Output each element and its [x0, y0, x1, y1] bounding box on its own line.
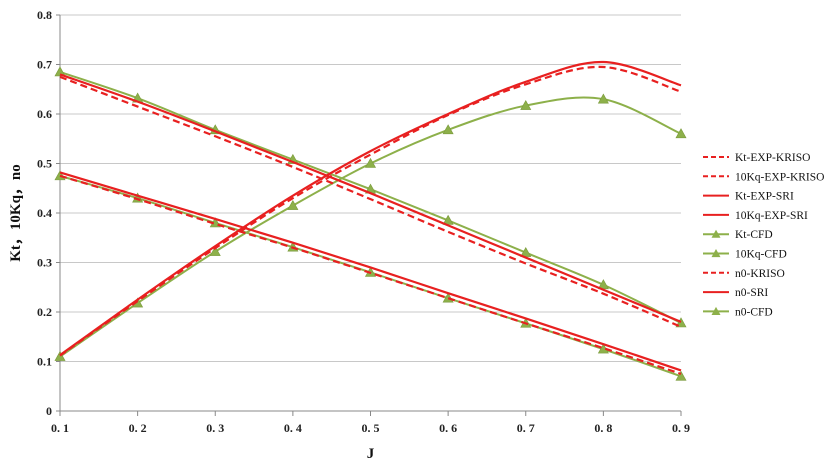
x-tick-label: 0. 2 — [129, 421, 147, 435]
legend-item-n0-cfd: n0-CFD — [703, 306, 773, 318]
series-10kq-exp-kriso — [59, 75, 682, 328]
x-tick-label: 0. 4 — [284, 421, 302, 435]
x-tick-label: 0. 7 — [517, 421, 535, 435]
series-kt-exp-sri — [59, 171, 682, 372]
y-tick-label: 0.6 — [37, 107, 52, 121]
y-tick-label: 0.5 — [37, 157, 52, 171]
data-point-n0-cfd — [54, 350, 66, 361]
legend-label-n0-sri: n0-SRI — [735, 287, 768, 299]
x-tick-label: 0. 9 — [672, 421, 690, 435]
x-tick-label: 0. 6 — [439, 421, 457, 435]
legend-item-n0-kriso: n0-KRISO — [703, 268, 785, 280]
y-tick-label: 0.1 — [37, 355, 52, 369]
data-point-n0-cfd — [597, 93, 609, 104]
y-tick-label: 0.7 — [37, 58, 52, 72]
x-tick-label: 0. 3 — [206, 421, 224, 435]
legend-label-10kq-exp-sri: 10Kq-EXP-SRI — [735, 210, 808, 222]
legend-item-n0-sri: n0-SRI — [703, 287, 768, 299]
y-tick-label: 0.2 — [37, 305, 52, 319]
series-line-kt-exp-sri — [59, 171, 682, 372]
legend-item-kt-exp-sri: Kt-EXP-SRI — [703, 191, 794, 203]
legend-label-10kq-cfd: 10Kq-CFD — [735, 249, 787, 261]
data-point-n0-cfd — [520, 99, 532, 110]
y-tick-label: 0.4 — [37, 206, 52, 220]
legend-label-kt-exp-sri: Kt-EXP-SRI — [735, 191, 794, 203]
series-layer — [54, 60, 687, 381]
legend: Kt-EXP-KRISO 10Kq-EXP-KRISO Kt-EXP-SRI 10Kq… — [703, 152, 824, 318]
grid-lines — [60, 14, 681, 412]
series-10kq-cfd — [54, 66, 687, 328]
legend-marker-kt-cfd — [711, 229, 721, 238]
legend-label-n0-kriso: n0-KRISO — [735, 268, 785, 280]
series-10kq-exp-sri — [59, 73, 682, 323]
series-n0-cfd — [54, 93, 687, 361]
y-tick-label: 0.8 — [37, 8, 52, 22]
legend-item-10kq-cfd: 10Kq-CFD — [703, 249, 787, 261]
axes: 0 0.1 0.2 0.3 0.4 0.5 0.6 0.7 0.8 0. 1 0. 2 0. 3 0. … — [37, 8, 690, 435]
x-tick-label: 0. 5 — [362, 421, 380, 435]
legend-item-10kq-exp-sri: 10Kq-EXP-SRI — [703, 210, 808, 222]
legend-item-kt-cfd: Kt-CFD — [703, 229, 773, 241]
x-axis-title: J — [367, 446, 375, 462]
data-point-n0-cfd — [675, 128, 687, 139]
legend-item-10kq-exp-kriso: 10Kq-EXP-KRISO — [703, 171, 824, 183]
legend-label-n0-cfd: n0-CFD — [735, 306, 773, 318]
y-tick-label: 0.3 — [37, 256, 52, 270]
series-line-n0-cfd — [59, 96, 682, 358]
series-n0-sri — [59, 60, 682, 356]
series-line-10kq-exp-sri — [59, 73, 682, 323]
data-point-n0-cfd — [209, 245, 221, 256]
legend-label-10kq-exp-kriso: 10Kq-EXP-KRISO — [735, 171, 824, 183]
legend-marker-n0-cfd — [711, 306, 721, 315]
legend-marker-10kq-cfd — [711, 249, 721, 258]
series-line-10kq-cfd — [59, 70, 682, 324]
series-line-kt-exp-kriso — [59, 174, 682, 375]
data-point-n0-cfd — [364, 157, 377, 168]
x-tick-label: 0. 1 — [51, 421, 69, 435]
series-line-n0-kriso — [59, 65, 682, 357]
data-point-10kq-cfd — [54, 66, 66, 77]
series-line-10kq-exp-kriso — [59, 75, 682, 328]
y-tick-label: 0 — [46, 404, 52, 418]
data-point-n0-cfd — [442, 124, 454, 135]
legend-item-kt-exp-kriso: Kt-EXP-KRISO — [703, 152, 810, 164]
data-point-n0-cfd — [287, 199, 299, 210]
data-point-kt-cfd — [675, 370, 687, 381]
y-axis-title: Kt，10Kq，no — [8, 164, 24, 262]
series-kt-exp-kriso — [59, 174, 682, 375]
series-line-n0-sri — [59, 60, 682, 356]
x-tick-label: 0. 8 — [594, 421, 612, 435]
legend-label-kt-cfd: Kt-CFD — [735, 229, 773, 241]
legend-label-kt-exp-kriso: Kt-EXP-KRISO — [735, 152, 810, 164]
series-n0-kriso — [59, 65, 682, 357]
data-point-kt-cfd — [54, 170, 66, 181]
